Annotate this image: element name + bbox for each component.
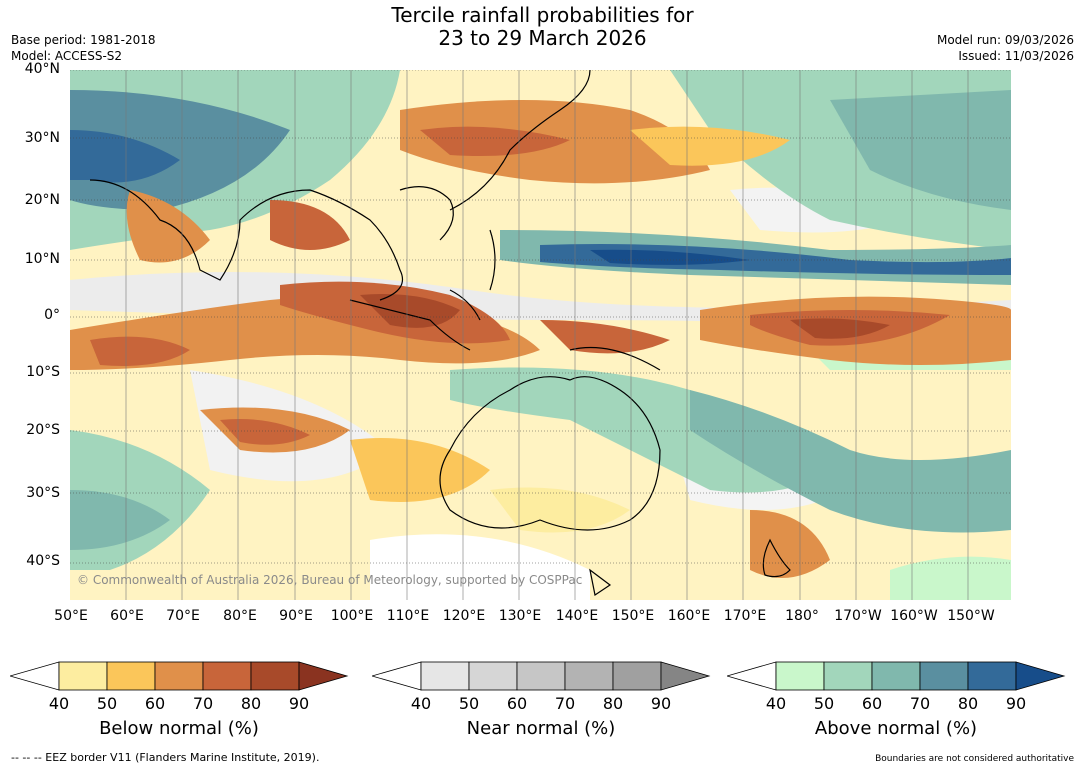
colorbar-near-swatches [370, 661, 711, 691]
cbar-above-swatch [823, 661, 873, 691]
meta-right: Model run: 09/03/2026 Issued: 11/03/2026 [937, 32, 1074, 64]
lon-label: 150°W [947, 608, 995, 624]
cbar-tick: 60 [506, 694, 528, 713]
model-name: Model: ACCESS-S2 [11, 49, 123, 63]
title-line-2: 23 to 29 March 2026 [438, 26, 647, 50]
colorbar-above-label: Above normal (%) [814, 718, 978, 739]
cbar-tick: 60 [144, 694, 166, 713]
cbar-near-low-arrow [370, 661, 422, 691]
cbar-tick: 50 [96, 694, 118, 713]
cbar-tick: 90 [288, 694, 310, 713]
cbar-tick: 70 [192, 694, 214, 713]
lat-label: 20°N [24, 192, 60, 208]
lat-label: 40°N [24, 61, 60, 77]
meta-left: Base period: 1981-2018 Model: ACCESS-S2 [11, 32, 156, 64]
map-canvas [70, 70, 1011, 600]
copyright-notice: © Commonwealth of Australia 2026, Bureau… [77, 573, 583, 587]
lon-label: 170°E [723, 608, 767, 624]
cbar-above-high-arrow [1015, 661, 1066, 691]
issued-date: Issued: 11/03/2026 [958, 49, 1074, 63]
cbar-tick: 70 [909, 694, 931, 713]
cbar-below-swatch [58, 661, 108, 691]
map-title: Tercile rainfall probabilities for 23 to… [0, 4, 1085, 50]
lat-label: 20°S [26, 422, 60, 438]
colorbar-below-swatches [8, 661, 349, 691]
cbar-tick: 80 [602, 694, 624, 713]
cbar-tick: 90 [1005, 694, 1027, 713]
lat-label: 10°N [24, 251, 60, 267]
lat-label: 30°N [24, 130, 60, 146]
cbar-tick: 40 [765, 694, 787, 713]
cbar-near-swatch [468, 661, 518, 691]
cbar-tick: 40 [410, 694, 432, 713]
cbar-near-swatch [564, 661, 614, 691]
cbar-below-swatch [202, 661, 252, 691]
cbar-above-swatch [967, 661, 1017, 691]
colorbar-near-normal: 40 50 60 70 80 90 Near normal (%) [370, 660, 712, 750]
grid-lines [70, 70, 1011, 564]
cbar-tick: 50 [458, 694, 480, 713]
lon-label: 160°W [890, 608, 938, 624]
eez-border-note: -- -- -- EEZ border V11 (Flanders Marine… [11, 751, 320, 764]
lat-label: 10°S [26, 364, 60, 380]
meridian-lines [125, 70, 969, 600]
cbar-above-swatch [871, 661, 921, 691]
lon-label: 80°E [223, 608, 257, 624]
lon-label: 170°W [834, 608, 882, 624]
lat-label: 30°S [26, 485, 60, 501]
lon-label: 70°E [166, 608, 200, 624]
cbar-above-low-arrow [725, 661, 777, 691]
cbar-below-swatch [154, 661, 204, 691]
lon-label: 140°E [555, 608, 599, 624]
cbar-near-swatch [516, 661, 566, 691]
cbar-tick: 60 [861, 694, 883, 713]
lon-label: 110°E [386, 608, 430, 624]
lon-label: 120°E [442, 608, 486, 624]
lon-label: 50°E [54, 608, 88, 624]
cbar-tick: 40 [48, 694, 70, 713]
colorbar-above-normal: 40 50 60 70 80 90 Above normal (%) [725, 660, 1067, 750]
colorbar-below-label: Below normal (%) [99, 718, 259, 739]
lat-label: 0° [44, 307, 60, 323]
cbar-above-swatch [775, 661, 825, 691]
lon-label: 180° [785, 608, 819, 624]
cbar-below-low-arrow [8, 661, 60, 691]
lon-label: 90°E [279, 608, 313, 624]
colorbar-below-normal: 40 50 60 70 80 90 Below normal (%) [8, 660, 350, 750]
lon-label: 150°E [611, 608, 655, 624]
cbar-tick: 80 [240, 694, 262, 713]
cbar-tick: 90 [650, 694, 672, 713]
model-run: Model run: 09/03/2026 [936, 33, 1074, 47]
cbar-tick: 70 [554, 694, 576, 713]
colorbar-above-swatches [725, 661, 1066, 691]
probability-map [70, 70, 1011, 600]
lon-label: 160°E [667, 608, 711, 624]
cbar-above-swatch [919, 661, 969, 691]
coastlines [89, 70, 791, 596]
cbar-near-high-arrow [660, 661, 711, 691]
cbar-below-swatch [106, 661, 156, 691]
colorbar-near-label: Near normal (%) [466, 718, 616, 739]
boundaries-disclaimer: Boundaries are not considered authoritat… [875, 754, 1074, 764]
title-line-1: Tercile rainfall probabilities for [391, 3, 694, 27]
cbar-below-swatch [250, 661, 300, 691]
cbar-near-swatch [420, 661, 470, 691]
cbar-tick: 50 [813, 694, 835, 713]
base-period: Base period: 1981-2018 [11, 33, 156, 47]
lon-label: 100°E [330, 608, 374, 624]
lat-label: 40°S [26, 553, 60, 569]
lon-label: 130°E [498, 608, 542, 624]
cbar-near-swatch [612, 661, 662, 691]
cbar-tick: 80 [957, 694, 979, 713]
lon-label: 60°E [110, 608, 144, 624]
cbar-below-high-arrow [298, 661, 349, 691]
